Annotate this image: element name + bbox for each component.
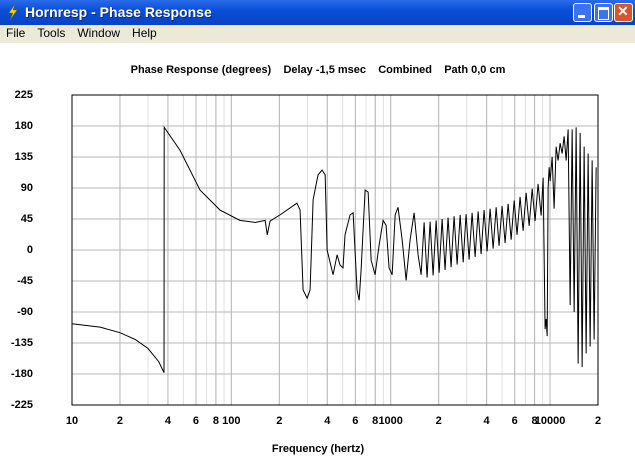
x-tick-label: 8 bbox=[372, 415, 378, 427]
y-tick-label: 45 bbox=[21, 213, 33, 225]
x-tick-label: 4 bbox=[484, 415, 491, 427]
menu-item[interactable]: Help bbox=[132, 26, 157, 40]
x-tick-label: 2 bbox=[276, 415, 282, 427]
x-tick-label: 6 bbox=[512, 415, 518, 427]
y-tick-label: -135 bbox=[11, 337, 33, 349]
y-tick-label: 135 bbox=[15, 151, 33, 163]
x-tick-label: 100 bbox=[222, 415, 240, 427]
menu-item[interactable]: Window bbox=[77, 26, 121, 40]
x-tick-label: 6 bbox=[352, 415, 358, 427]
x-tick-label: 8 bbox=[213, 415, 219, 427]
y-tick-label: 180 bbox=[15, 120, 33, 132]
menu-bar: File Tools Window Help bbox=[0, 25, 635, 43]
y-tick-label: 225 bbox=[15, 89, 33, 101]
menu-item[interactable]: Tools bbox=[37, 26, 66, 40]
minimize-button[interactable] bbox=[573, 3, 592, 22]
y-tick-label: -180 bbox=[11, 368, 33, 380]
window-title: Hornresp - Phase Response bbox=[25, 4, 212, 20]
y-tick-label: 90 bbox=[21, 182, 33, 194]
x-tick-label: 10 bbox=[66, 415, 78, 427]
y-tick-label: 0 bbox=[27, 244, 33, 256]
x-tick-label: 4 bbox=[324, 415, 331, 427]
x-axis-label: Frequency (hertz) bbox=[272, 443, 365, 455]
menu-item[interactable]: File bbox=[6, 26, 26, 40]
phase-line bbox=[71, 125, 597, 373]
x-tick-label: 2 bbox=[117, 415, 123, 427]
close-button[interactable]: ✕ bbox=[614, 3, 633, 22]
title-bar: Hornresp - Phase Response ✕ bbox=[0, 0, 635, 25]
x-tick-label: 2 bbox=[436, 415, 442, 427]
x-tick-label: 6 bbox=[193, 415, 199, 427]
y-tick-label: -90 bbox=[17, 306, 33, 318]
x-tick-label: 1000 bbox=[378, 415, 402, 427]
plot-frame bbox=[71, 94, 599, 406]
maximize-button[interactable] bbox=[594, 3, 613, 22]
x-tick-label: 10000 bbox=[535, 415, 566, 427]
y-tick-label: -225 bbox=[11, 399, 33, 411]
x-tick-label: 4 bbox=[165, 415, 172, 427]
app-icon bbox=[8, 4, 18, 20]
y-tick-label: -45 bbox=[17, 275, 33, 287]
chart: Phase Response (degrees) Delay -1,5 msec… bbox=[11, 64, 601, 455]
chart-title: Phase Response (degrees) Delay -1,5 msec… bbox=[131, 64, 506, 76]
x-tick-label: 2 bbox=[595, 415, 601, 427]
x-tick-label: 8 bbox=[532, 415, 538, 427]
